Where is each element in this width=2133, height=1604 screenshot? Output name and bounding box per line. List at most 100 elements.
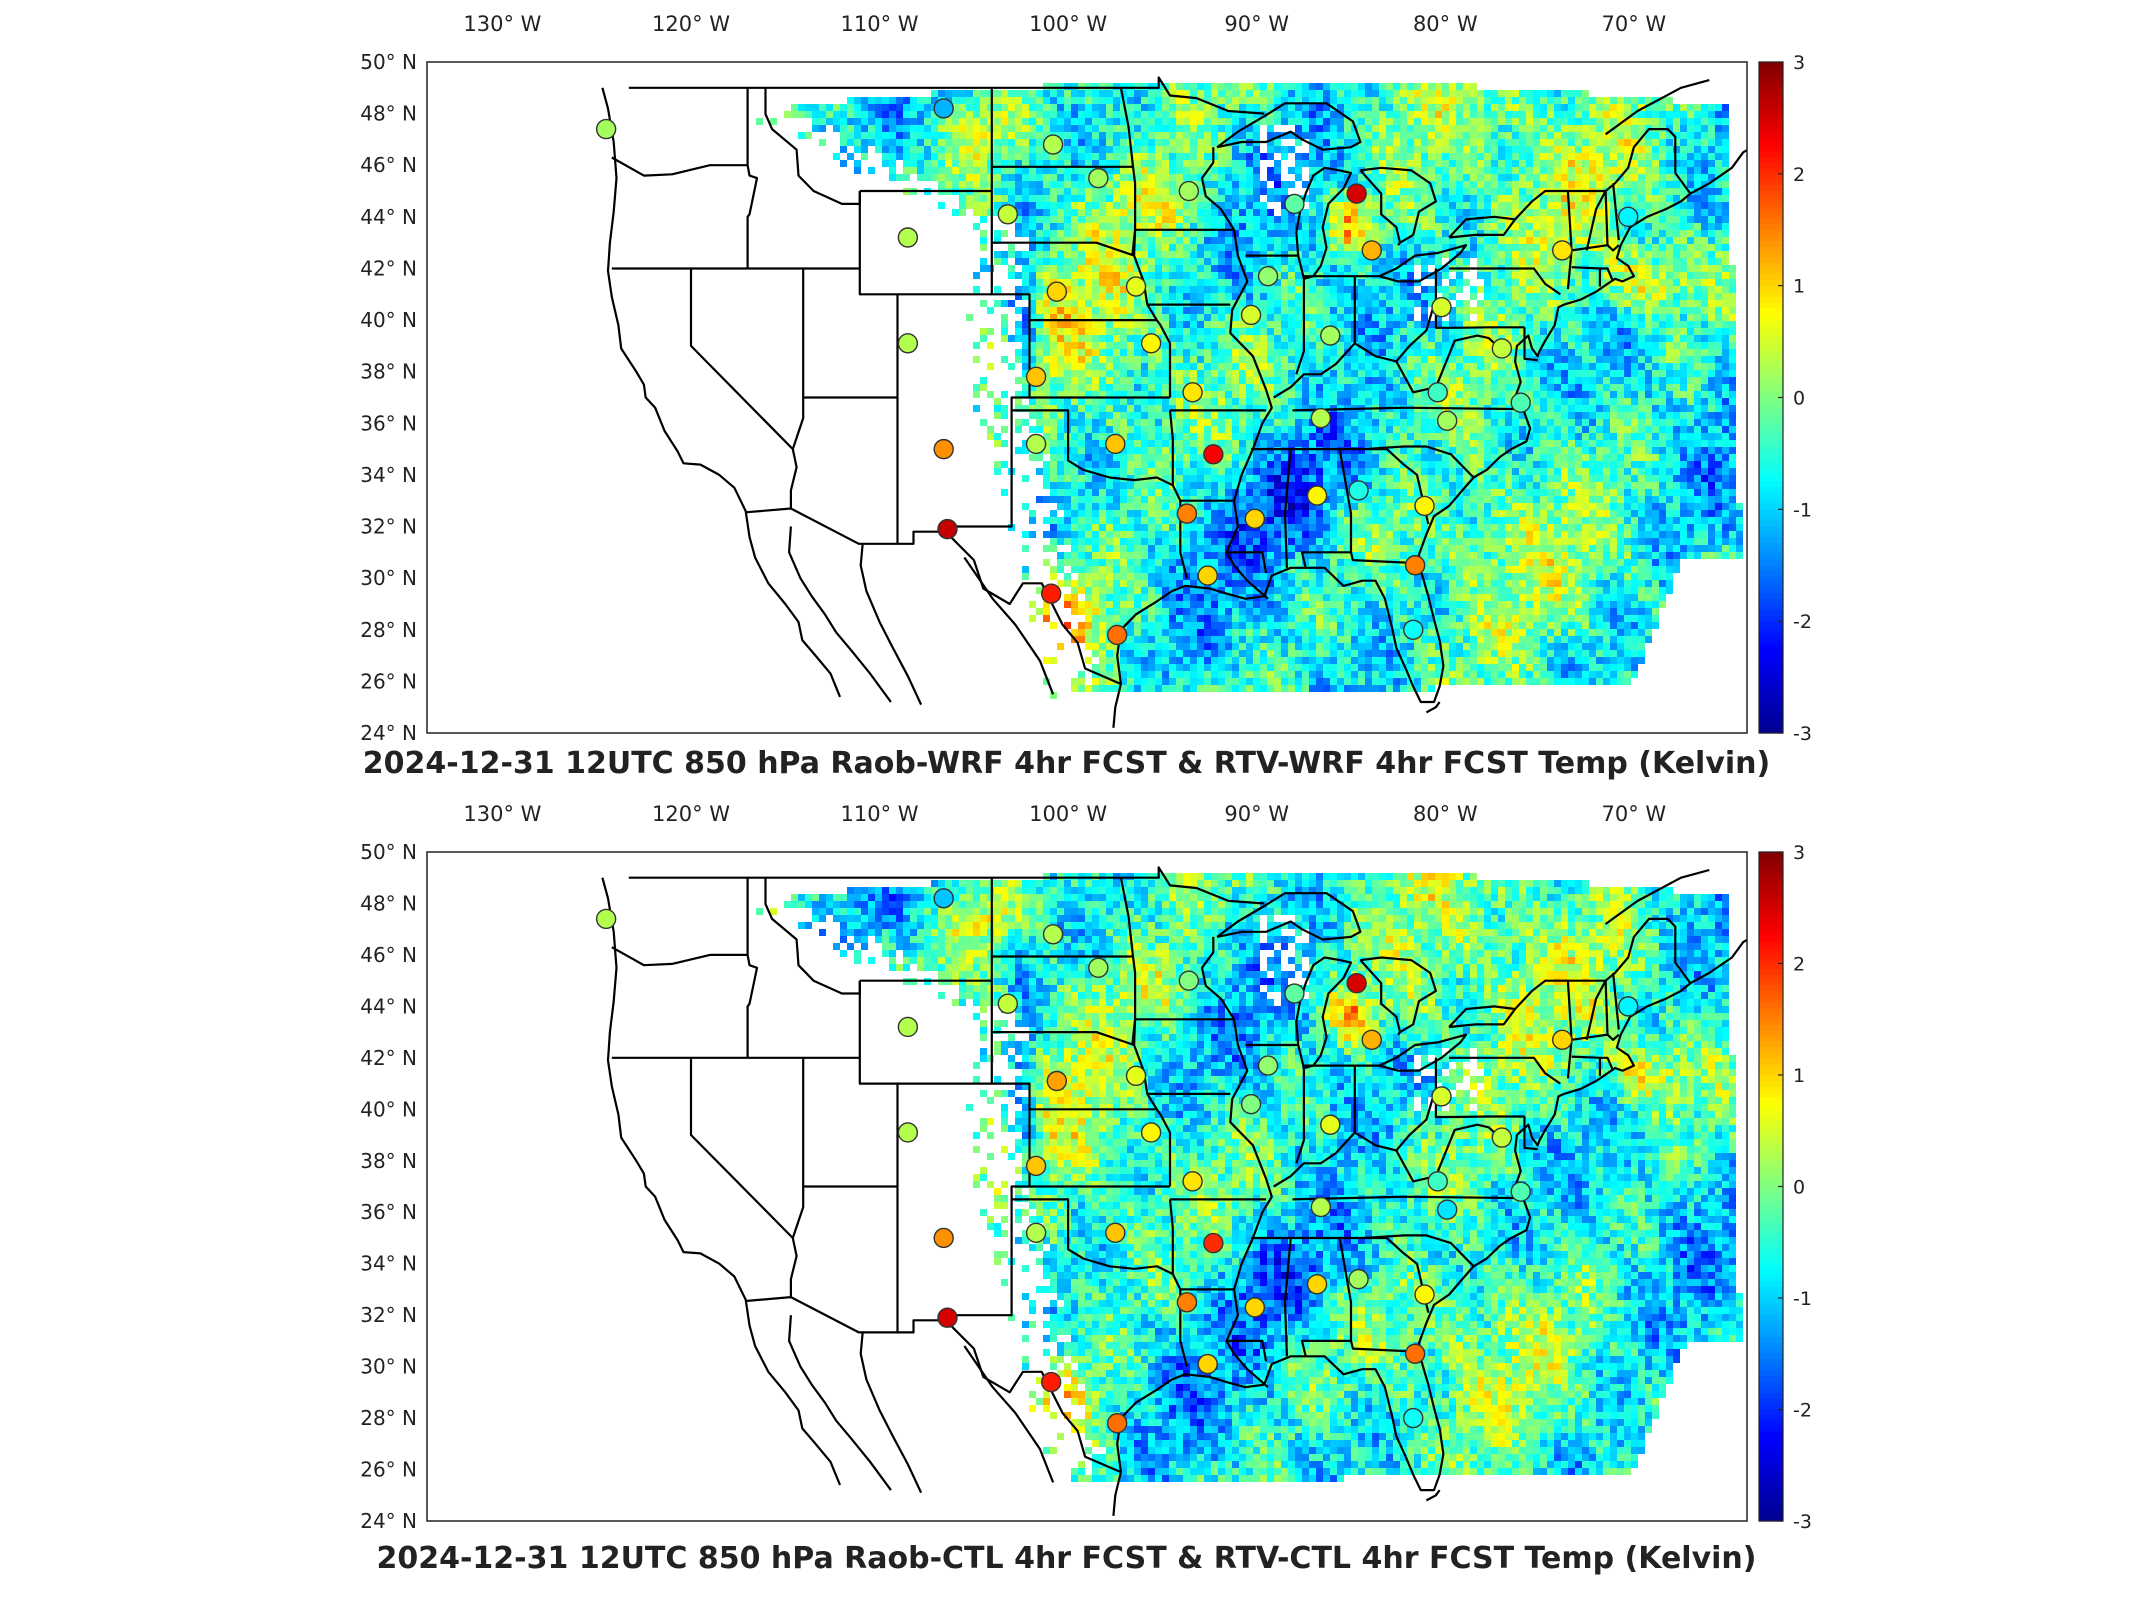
station-marker: [1106, 1223, 1125, 1242]
lat-tick-label: 26° N: [360, 1458, 417, 1482]
lon-tick-label: 70° W: [1602, 12, 1667, 36]
lat-tick-label: 42° N: [360, 256, 417, 280]
station-marker: [1108, 1414, 1127, 1433]
lat-tick-label: 50° N: [360, 50, 417, 74]
lon-tick-label: 90° W: [1224, 802, 1289, 826]
station-marker: [1106, 434, 1125, 453]
station-marker: [1177, 504, 1196, 523]
station-marker: [1404, 620, 1423, 639]
station-marker: [1349, 481, 1368, 500]
station-marker: [597, 909, 616, 928]
station-marker: [1347, 974, 1366, 993]
station-marker: [1511, 1182, 1530, 1201]
station-marker: [1438, 1200, 1457, 1219]
station-marker: [1047, 1072, 1066, 1091]
station-marker: [1406, 1344, 1425, 1363]
lat-tick-label: 40° N: [360, 1097, 417, 1121]
lon-tick-label: 80° W: [1413, 12, 1478, 36]
lat-tick-label: 36° N: [360, 411, 417, 435]
lat-tick-label: 24° N: [360, 721, 417, 745]
station-marker: [1415, 496, 1434, 515]
colorbar-tick-label: 3: [1793, 52, 1805, 74]
lat-tick-label: 30° N: [360, 566, 417, 590]
map-title: 2024-12-31 12UTC 850 hPa Raob-WRF 4hr FC…: [0, 746, 2133, 781]
station-marker: [1553, 1030, 1572, 1049]
coastline-stlawr: [1398, 1032, 1400, 1035]
lon-tick-label: 110° W: [841, 802, 919, 826]
station-marker: [1183, 1172, 1202, 1191]
station-marker: [1438, 411, 1457, 430]
station-marker: [1142, 334, 1161, 353]
station-marker: [1198, 1355, 1217, 1374]
station-marker: [1285, 984, 1304, 1003]
station-marker: [1108, 625, 1127, 644]
station-marker: [998, 994, 1017, 1013]
station-marker: [1428, 383, 1447, 402]
lat-tick-label: 28° N: [360, 618, 417, 642]
lat-tick-label: 48° N: [360, 102, 417, 126]
lat-tick-label: 38° N: [360, 1149, 417, 1173]
station-marker: [1183, 383, 1202, 402]
station-marker: [934, 99, 953, 118]
station-marker: [898, 1123, 917, 1142]
station-marker: [934, 889, 953, 908]
station-marker: [1619, 997, 1638, 1016]
lat-tick-label: 44° N: [360, 205, 417, 229]
station-marker: [898, 334, 917, 353]
station-marker: [1308, 486, 1327, 505]
station-marker: [1349, 1270, 1368, 1289]
map-title: 2024-12-31 12UTC 850 hPa Raob-CTL 4hr FC…: [0, 1541, 2133, 1576]
station-marker: [1492, 339, 1511, 358]
station-marker: [1492, 1128, 1511, 1147]
station-marker: [1242, 1095, 1261, 1114]
station-marker: [1204, 1234, 1223, 1253]
station-marker: [1179, 182, 1198, 201]
colorbar-tick-label: -1: [1793, 499, 1812, 521]
station-marker: [1042, 1373, 1061, 1392]
lon-tick-label: 100° W: [1029, 802, 1107, 826]
lat-tick-label: 50° N: [360, 840, 417, 864]
station-marker: [1285, 194, 1304, 213]
lat-tick-label: 28° N: [360, 1406, 417, 1430]
colorbar-tick-label: 1: [1793, 276, 1805, 298]
station-marker: [934, 1228, 953, 1247]
lon-tick-label: 130° W: [463, 12, 541, 36]
colorbar-tick-label: 1: [1793, 1065, 1805, 1087]
station-marker: [1321, 326, 1340, 345]
lat-tick-label: 32° N: [360, 515, 417, 539]
station-marker: [1042, 584, 1061, 603]
colorbar-tick-label: 0: [1793, 388, 1805, 410]
lat-tick-label: 44° N: [360, 994, 417, 1018]
station-marker: [1142, 1123, 1161, 1142]
lat-tick-label: 32° N: [360, 1303, 417, 1327]
station-marker: [1553, 241, 1572, 260]
station-marker: [597, 120, 616, 139]
station-marker: [1511, 393, 1530, 412]
lat-tick-label: 40° N: [360, 308, 417, 332]
lat-tick-label: 46° N: [360, 153, 417, 177]
station-marker: [1362, 1030, 1381, 1049]
station-marker: [1047, 282, 1066, 301]
station-marker: [1404, 1409, 1423, 1428]
lat-tick-label: 34° N: [360, 1252, 417, 1276]
colorbar-tick-label: -1: [1793, 1288, 1812, 1310]
station-marker: [1406, 556, 1425, 575]
station-marker: [1179, 971, 1198, 990]
station-marker: [1432, 298, 1451, 317]
station-marker: [898, 228, 917, 247]
station-marker: [1415, 1285, 1434, 1304]
station-marker: [898, 1017, 917, 1036]
station-marker: [1259, 267, 1278, 286]
station-marker: [1245, 509, 1264, 528]
lon-tick-label: 110° W: [841, 12, 919, 36]
lon-tick-label: 130° W: [463, 802, 541, 826]
station-marker: [1362, 241, 1381, 260]
station-marker: [1321, 1115, 1340, 1134]
colorbar-tick-label: -2: [1793, 1400, 1812, 1422]
lon-tick-label: 100° W: [1029, 12, 1107, 36]
lat-tick-label: 34° N: [360, 463, 417, 487]
